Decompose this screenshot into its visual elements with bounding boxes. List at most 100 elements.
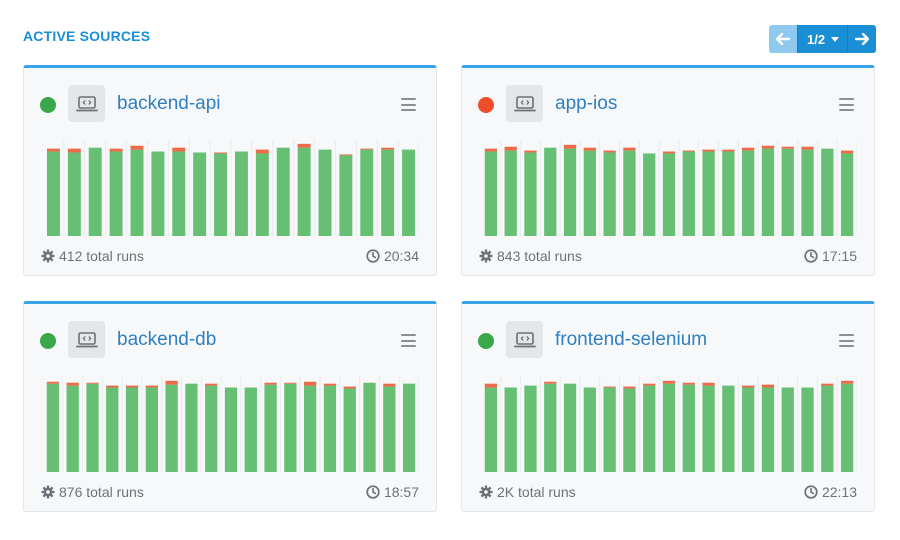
bar-failed (381, 147, 395, 150)
bar-failed (840, 150, 854, 154)
bar-passed (125, 387, 139, 472)
hamburger-menu-icon[interactable] (401, 334, 416, 347)
clock-icon (804, 249, 818, 263)
bar-failed (172, 147, 186, 152)
source-icon (68, 321, 105, 358)
arrow-right-icon (855, 33, 870, 45)
duration: 22:13 (804, 484, 857, 500)
bar-passed (840, 153, 854, 236)
page-selector[interactable]: 1/2 (797, 25, 849, 53)
bar-failed (130, 145, 144, 150)
bar-passed (276, 147, 290, 236)
bar-failed (544, 381, 557, 384)
bar-passed (264, 384, 277, 472)
status-indicator (478, 333, 494, 349)
source-name[interactable]: frontend-selenium (555, 329, 708, 350)
pagination: 1/2 (769, 25, 877, 53)
clock-icon (366, 485, 380, 499)
bar-passed (234, 151, 248, 236)
bar-passed (702, 385, 715, 472)
gear-icon (479, 249, 493, 263)
laptop-code-icon (513, 95, 536, 111)
bar-passed (583, 387, 596, 472)
bar-failed (125, 385, 139, 388)
bar-failed (682, 382, 695, 385)
bar-failed (46, 148, 60, 152)
bar-passed (323, 385, 337, 472)
bar-passed (165, 384, 178, 472)
total-runs-label: 2K total runs (497, 484, 576, 500)
bar-passed (381, 149, 395, 236)
source-name[interactable]: backend-api (117, 93, 221, 114)
hamburger-menu-icon[interactable] (839, 98, 854, 111)
bar-passed (363, 382, 376, 472)
bar-failed (742, 147, 755, 151)
bar-failed (360, 148, 374, 150)
hamburger-menu-icon[interactable] (401, 98, 416, 111)
bar-failed (86, 382, 99, 384)
bar-failed (742, 385, 755, 388)
runs-bar-chart (46, 140, 419, 236)
hamburger-menu-icon[interactable] (839, 334, 854, 347)
bar-passed (524, 152, 537, 236)
bar-passed (801, 149, 814, 236)
bar-failed (583, 147, 596, 151)
duration-label: 17:15 (821, 248, 857, 264)
source-card[interactable]: frontend-selenium 2K total runs 22:13 (461, 301, 875, 512)
bar-failed (504, 146, 517, 151)
bar-passed (304, 385, 317, 472)
bar-passed (821, 148, 834, 236)
laptop-code-icon (75, 95, 98, 111)
bar-passed (821, 385, 834, 472)
bar-passed (662, 383, 676, 472)
bar-passed (563, 148, 577, 236)
source-card[interactable]: app-ios 843 total runs 17:15 (461, 65, 875, 276)
previous-page-button[interactable] (769, 25, 797, 53)
bar-passed (185, 383, 198, 472)
total-runs-label: 876 total runs (59, 484, 144, 500)
bar-passed (801, 387, 814, 472)
bar-failed (284, 382, 297, 384)
bar-passed (682, 151, 695, 236)
bar-passed (544, 383, 557, 472)
source-name[interactable]: backend-db (117, 329, 217, 350)
bar-failed (339, 154, 353, 156)
duration: 17:15 (804, 248, 857, 264)
total-runs-label: 843 total runs (497, 248, 582, 264)
bar-failed (66, 382, 79, 386)
bar-passed (504, 387, 517, 472)
bar-failed (109, 148, 123, 152)
bar-passed (623, 388, 636, 472)
bar-passed (722, 385, 735, 472)
laptop-code-icon (75, 331, 98, 347)
bar-failed (67, 148, 81, 153)
source-card[interactable]: backend-db 876 total runs 18:57 (23, 301, 437, 512)
bar-passed (130, 149, 144, 236)
bar-passed (297, 147, 311, 236)
bar-failed (46, 381, 60, 384)
source-card[interactable]: backend-api 412 total runs 20:34 (23, 65, 437, 276)
bar-failed (722, 149, 735, 152)
bar-passed (662, 153, 676, 236)
bar-failed (106, 385, 119, 388)
bar-failed (603, 150, 616, 153)
bar-passed (145, 387, 158, 472)
chevron-down-icon (831, 36, 840, 42)
bar-failed (682, 150, 695, 152)
bar-failed (343, 386, 356, 389)
bar-failed (484, 148, 498, 152)
bar-passed (402, 383, 416, 472)
bar-passed (742, 150, 755, 236)
source-name[interactable]: app-ios (555, 93, 618, 114)
bar-passed (761, 148, 775, 236)
bar-passed (781, 148, 794, 236)
bar-failed (801, 146, 814, 150)
arrow-left-icon (776, 33, 790, 45)
bar-passed (46, 383, 60, 472)
status-indicator (478, 97, 494, 113)
next-page-button[interactable] (848, 25, 877, 53)
bar-failed (702, 382, 715, 386)
gear-icon (41, 485, 55, 499)
bar-failed (484, 383, 498, 388)
bar-failed (304, 381, 317, 386)
